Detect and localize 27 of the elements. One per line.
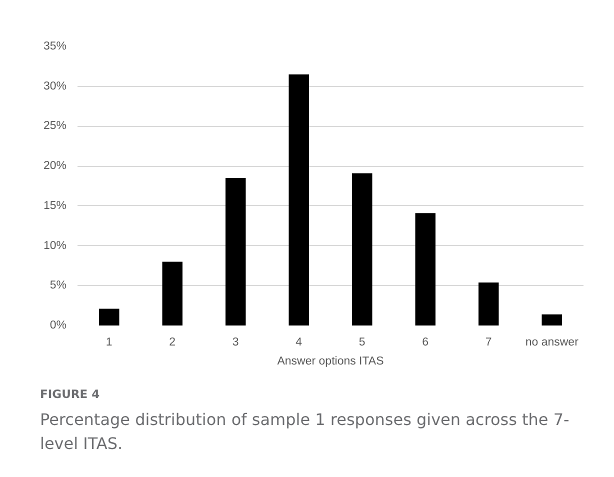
x-tick-label: 3	[232, 336, 239, 348]
bar	[162, 262, 182, 326]
caption: FIGURE 4	[40, 386, 101, 402]
x-tick-label: 6	[422, 336, 429, 348]
bar	[478, 282, 499, 326]
y-tick-label: 0%	[50, 320, 67, 332]
x-tick-label: 2	[169, 336, 176, 348]
bar	[288, 74, 309, 326]
x-axis-title: Answer options ITAS	[277, 356, 384, 368]
x-tick-label: no answer	[525, 336, 579, 348]
text: Percentage distribution of sample 1 responses given across the 7-level ITAS.	[40, 409, 570, 456]
x-tick-label: 7	[485, 336, 492, 348]
y-tick-label: 5%	[50, 280, 67, 292]
y-tick-label: 15%	[43, 200, 67, 212]
bar	[99, 308, 120, 326]
y-tick-label: 30%	[43, 80, 67, 92]
y-tick-label: 20%	[43, 160, 67, 172]
bar	[415, 213, 436, 326]
y-tick-label: 35%	[43, 40, 67, 52]
y-tick-label: 10%	[43, 240, 67, 252]
bar	[226, 178, 246, 326]
bar	[352, 173, 372, 326]
x-tick-label: 1	[106, 336, 112, 348]
x-tick-label: 5	[358, 336, 366, 348]
x-tick-label: 4	[296, 336, 303, 348]
y-tick-label: 25%	[43, 120, 67, 132]
bar	[542, 314, 562, 326]
